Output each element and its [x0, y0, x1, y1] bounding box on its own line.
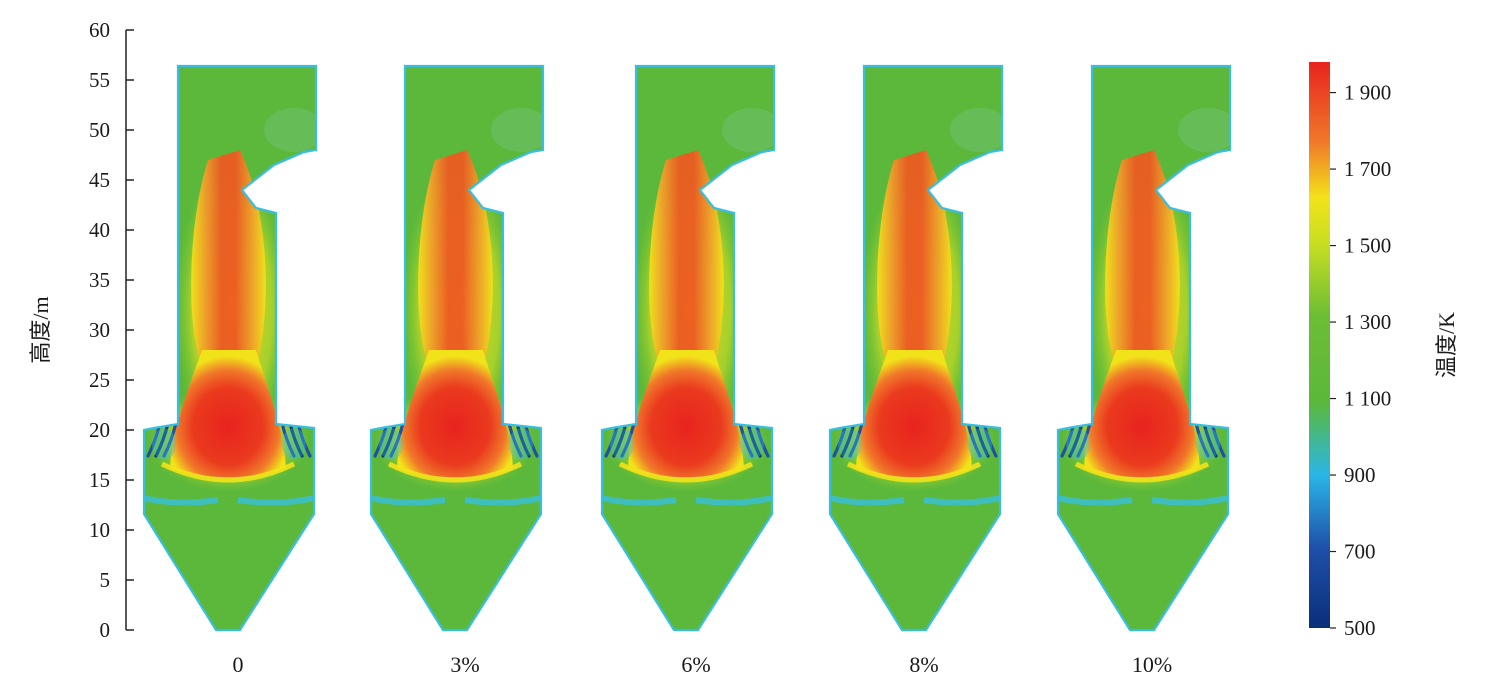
panel-label: 0: [233, 652, 244, 677]
burner-jet: [162, 421, 178, 458]
contour-panel: [142, 64, 318, 632]
cold-band: [830, 495, 1001, 506]
panel-label: 8%: [909, 652, 938, 677]
flame-rim: [387, 461, 523, 483]
burner-jet: [1076, 421, 1092, 458]
outlet-cool-zone: [491, 108, 543, 152]
boiler-wall: [1056, 64, 1232, 632]
y-tick-label: 25: [89, 368, 110, 392]
cold-band: [602, 495, 773, 506]
burner-jet: [507, 421, 523, 458]
burner-jet: [389, 421, 405, 458]
panel-labels: 0 3% 6% 8% 10%: [233, 652, 1173, 677]
colorbar-tick-label: 900: [1344, 463, 1376, 487]
panel-label: 10%: [1132, 652, 1172, 677]
flame-core: [628, 350, 744, 477]
plume-high-temp: [418, 150, 493, 360]
burner-cool-zone: [838, 428, 862, 460]
y-tick-label: 0: [100, 618, 111, 642]
burner-jet: [848, 421, 864, 458]
burner-jet: [280, 421, 296, 458]
burner-cool-zone: [282, 428, 306, 460]
outlet-cool-zone: [264, 108, 316, 152]
flame-core: [170, 350, 286, 477]
y-tick-label: 60: [89, 18, 110, 42]
outlet-cool-zone: [722, 108, 774, 152]
flame-rim: [846, 461, 982, 483]
plume-high-temp: [877, 150, 952, 360]
y-tick-label: 20: [89, 418, 110, 442]
contour-panel: [600, 64, 776, 632]
contour-panels: [142, 64, 1232, 632]
burner-cool-zone: [1196, 428, 1220, 460]
cold-band: [371, 495, 542, 506]
cold-band: [1058, 495, 1229, 506]
y-axis-title: 高度/m: [28, 296, 53, 363]
flame-rim: [1074, 461, 1210, 483]
outlet-cool-zone: [950, 108, 1002, 152]
flame-core: [856, 350, 972, 477]
burner-jet: [738, 421, 754, 458]
colorbar-tick-label: 1 700: [1344, 157, 1391, 181]
colorbar-tick-label: 1 100: [1344, 387, 1391, 411]
colorbar-tick-label: 1 300: [1344, 310, 1391, 334]
y-tick-label: 15: [89, 468, 110, 492]
y-axis: 0 5 10 15 20 25 30 35 40 45 50 55 60: [89, 18, 134, 642]
y-tick-label: 5: [100, 568, 111, 592]
colorbar-tick-label: 1 900: [1344, 81, 1391, 105]
burner-cool-zone: [740, 428, 764, 460]
y-tick-label: 45: [89, 168, 110, 192]
flame-rim: [618, 461, 754, 483]
plume-high-temp: [1105, 150, 1180, 360]
burner-cool-zone: [968, 428, 992, 460]
colorbar: 1 900 1 700 1 500 1 300 1 100 900 700 500: [1309, 62, 1391, 640]
burner-cool-zone: [509, 428, 533, 460]
colorbar-tick-label: 700: [1344, 540, 1376, 564]
contour-panel: [369, 64, 545, 632]
panel-label: 6%: [681, 652, 710, 677]
boiler-wall: [142, 64, 318, 632]
colorbar-title: 温度/K: [1434, 312, 1459, 378]
flame-rim: [160, 461, 296, 483]
burner-cool-zone: [610, 428, 634, 460]
colorbar-gradient: [1309, 62, 1330, 628]
flame-core: [1084, 350, 1200, 477]
plume-high-temp: [191, 150, 266, 360]
boiler-wall: [600, 64, 776, 632]
y-tick-label: 10: [89, 518, 110, 542]
flame-core: [397, 350, 513, 477]
cold-band: [144, 495, 315, 506]
contour-panel: [1056, 64, 1232, 632]
colorbar-tick-label: 1 500: [1344, 234, 1391, 258]
burner-cool-zone: [152, 428, 176, 460]
y-tick-label: 40: [89, 218, 110, 242]
y-tick-label: 30: [89, 318, 110, 342]
plume-high-temp: [649, 150, 724, 360]
colorbar-tick-label: 500: [1344, 616, 1376, 640]
contour-panel: [828, 64, 1004, 632]
burner-jet: [1194, 421, 1210, 458]
boiler-wall: [828, 64, 1004, 632]
y-tick-label: 55: [89, 68, 110, 92]
burner-jet: [620, 421, 636, 458]
burner-cool-zone: [379, 428, 403, 460]
burner-jet: [966, 421, 982, 458]
outlet-cool-zone: [1178, 108, 1230, 152]
y-tick-label: 35: [89, 268, 110, 292]
panel-label: 3%: [450, 652, 479, 677]
burner-cool-zone: [1066, 428, 1090, 460]
y-tick-label: 50: [89, 118, 110, 142]
boiler-wall: [369, 64, 545, 632]
